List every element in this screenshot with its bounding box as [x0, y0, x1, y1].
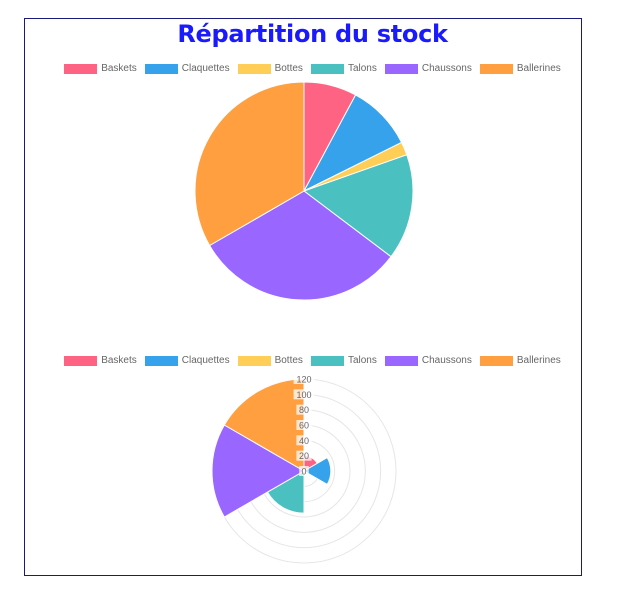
- pie-legend-label: Baskets: [101, 63, 137, 74]
- polar-tick-backdrop: [296, 404, 312, 415]
- polar-tick-backdrop: [296, 435, 312, 446]
- pie-legend-label: Ballerines: [516, 63, 561, 74]
- pie-slice-chaussons[interactable]: [208, 190, 392, 301]
- polar-tick-backdrop: [296, 450, 312, 461]
- pie-legend-label: Talons: [347, 63, 377, 74]
- polar-legend-item-claquettes[interactable]: Claquettes: [144, 355, 230, 366]
- pie-legend-label: Chaussons: [421, 63, 472, 74]
- pie-legend-label: Claquettes: [181, 63, 230, 74]
- polar-legend-label: Bottes: [274, 355, 303, 366]
- pie-legend-item-bottes[interactable]: Bottes: [237, 63, 303, 74]
- polar-chart: 0 20 40 60 80 100 120: [211, 374, 397, 564]
- polar-tick-label: 0: [301, 467, 306, 477]
- polar-tick-label: 20: [299, 451, 309, 461]
- polar-legend-swatch: [310, 355, 344, 366]
- polar-legend-label: Chaussons: [421, 355, 472, 366]
- polar-legend-swatch: [64, 355, 98, 366]
- polar-tick-label: 120: [296, 375, 311, 385]
- polar-tick-backdrop: [299, 466, 309, 476]
- pie-legend-item-chaussons[interactable]: Chaussons: [384, 63, 472, 74]
- polar-segment-chaussons[interactable]: [211, 424, 305, 518]
- polar-segment-talons[interactable]: [266, 470, 305, 514]
- polar-tick-label: 100: [296, 390, 311, 400]
- pie-legend-item-ballerines[interactable]: Ballerines: [479, 63, 561, 74]
- polar-legend-label: Claquettes: [181, 355, 230, 366]
- polar-legend: Baskets Claquettes Bottes Talons Chaussons Ba…: [0, 355, 625, 366]
- polar-legend-swatch: [144, 355, 178, 366]
- pie-legend-item-talons[interactable]: Talons: [310, 63, 377, 74]
- polar-tick-label: 40: [299, 436, 309, 446]
- polar-legend-swatch: [237, 355, 271, 366]
- pie-slice-ballerines[interactable]: [194, 81, 305, 247]
- polar-legend-item-chaussons[interactable]: Chaussons: [384, 355, 472, 366]
- pie-legend-swatch: [479, 63, 513, 74]
- polar-tick-backdrop: [296, 420, 312, 430]
- chart-title: Répartition du stock: [177, 20, 448, 48]
- polar-tick-label: 60: [299, 421, 309, 431]
- polar-tick-backdrop: [293, 389, 315, 400]
- pie-legend-swatch: [144, 63, 178, 74]
- pie-legend-item-claquettes[interactable]: Claquettes: [144, 63, 230, 74]
- pie-legend-swatch: [310, 63, 344, 74]
- pie-slice-talons[interactable]: [302, 154, 414, 258]
- polar-legend-label: Baskets: [101, 355, 137, 366]
- pie-legend-label: Bottes: [274, 63, 303, 74]
- polar-legend-swatch: [384, 355, 418, 366]
- polar-legend-label: Talons: [347, 355, 377, 366]
- pie-legend-swatch: [384, 63, 418, 74]
- polar-legend-label: Ballerines: [516, 355, 561, 366]
- polar-legend-item-talons[interactable]: Talons: [310, 355, 377, 366]
- pie-legend-item-baskets[interactable]: Baskets: [64, 63, 137, 74]
- pie-legend-swatch: [237, 63, 271, 74]
- polar-tick-label: 80: [299, 405, 309, 415]
- pie-legend: Baskets Claquettes Bottes Talons Chaussons Ba…: [0, 63, 625, 74]
- chart-frame: [24, 18, 582, 576]
- polar-legend-item-bottes[interactable]: Bottes: [237, 355, 303, 366]
- polar-legend-item-baskets[interactable]: Baskets: [64, 355, 137, 366]
- polar-tick-backdrop: [293, 374, 315, 384]
- polar-legend-swatch: [479, 355, 513, 366]
- pie-chart: [194, 81, 414, 301]
- pie-legend-swatch: [64, 63, 98, 74]
- polar-legend-item-ballerines[interactable]: Ballerines: [479, 355, 561, 366]
- polar-segment-claquettes[interactable]: [303, 456, 332, 486]
